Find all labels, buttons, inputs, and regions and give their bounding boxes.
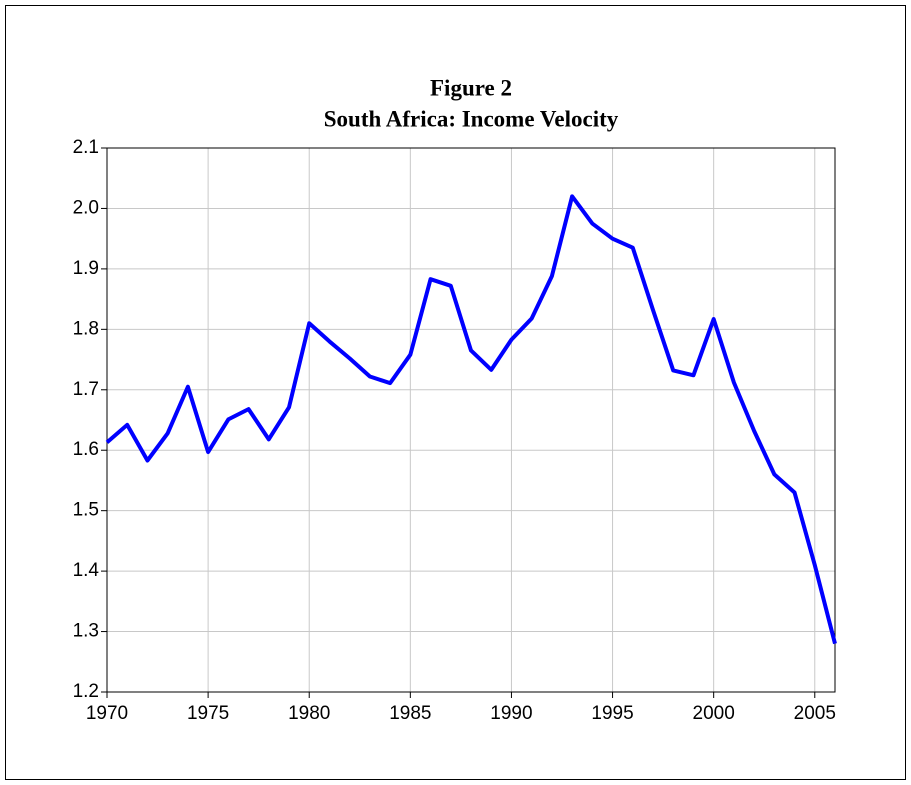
y-tick-label: 2.1 — [73, 137, 99, 158]
y-tick-label: 1.6 — [73, 439, 99, 460]
y-tick-label: 1.4 — [73, 560, 100, 581]
x-tick-label: 1975 — [187, 703, 229, 724]
y-tick-label: 1.9 — [73, 258, 99, 279]
x-tick-label: 1970 — [86, 703, 128, 724]
y-tick-label: 1.5 — [73, 500, 99, 521]
y-tick-label: 1.3 — [73, 621, 99, 642]
y-tick-label: 1.8 — [73, 318, 99, 339]
y-tick-label: 1.7 — [73, 379, 99, 400]
y-tick-label: 2.0 — [73, 197, 99, 218]
x-tick-label: 2005 — [794, 703, 836, 724]
chart-title: Figure 2 — [430, 75, 512, 100]
plot-frame — [106, 147, 836, 693]
chart-subtitle: South Africa: Income Velocity — [324, 106, 619, 131]
x-tick-label: 1990 — [490, 703, 532, 724]
y-tick-label: 1.2 — [73, 681, 99, 702]
x-tick-label: 1980 — [288, 703, 330, 724]
x-tick-label: 1985 — [389, 703, 431, 724]
data-line — [105, 194, 837, 645]
frame — [5, 5, 906, 780]
x-tick-label: 2000 — [693, 703, 735, 724]
x-tick-label: 1995 — [591, 703, 633, 724]
